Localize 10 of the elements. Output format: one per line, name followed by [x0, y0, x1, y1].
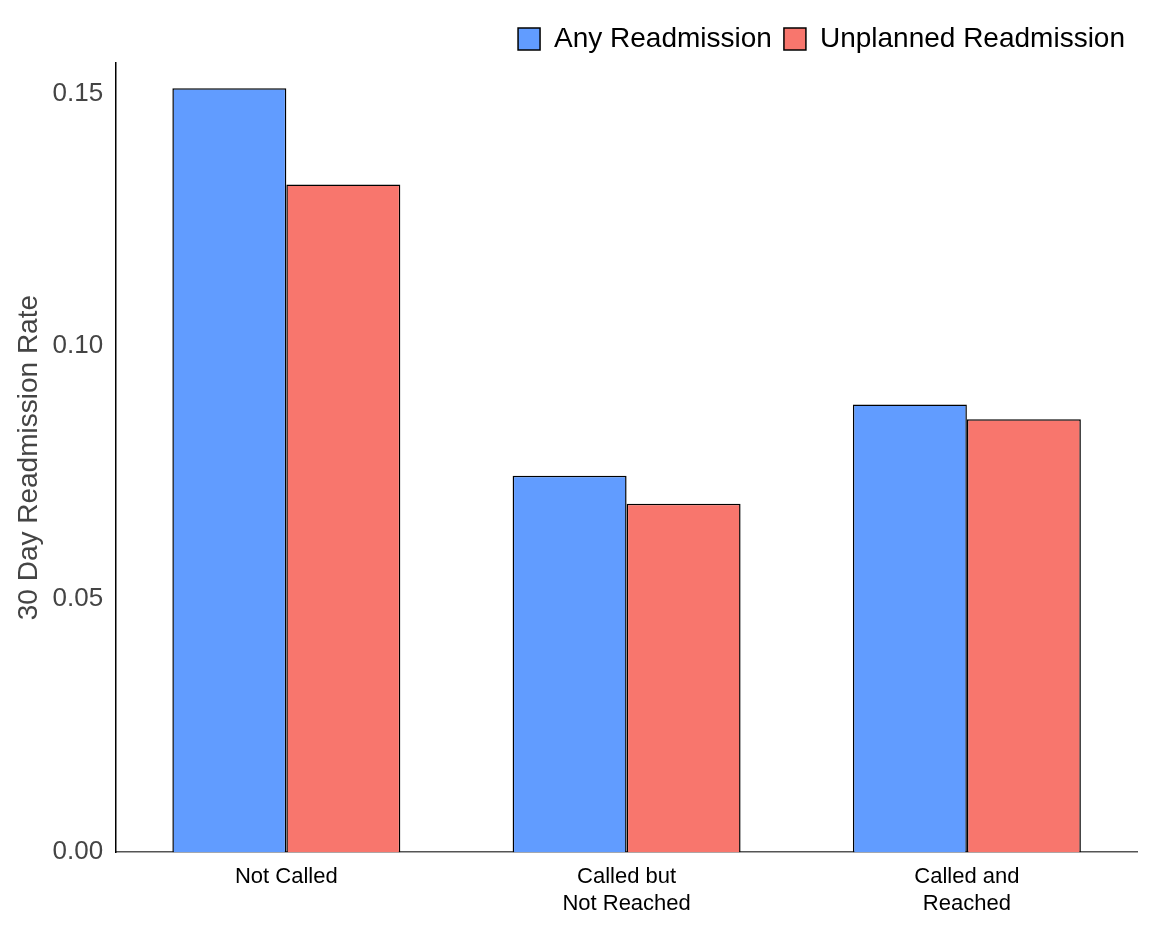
y-tick-label: 0.15 [52, 76, 104, 107]
y-axis-title: 30 Day Readmission Rate [11, 294, 43, 621]
y-tick-label: 0.10 [52, 329, 104, 360]
y-tick-label: 0.05 [52, 582, 104, 613]
y-tick-label: 0.00 [52, 835, 104, 866]
legend-label: Any Readmission [554, 21, 772, 53]
legend-label: Unplanned Readmission [819, 21, 1125, 53]
x-tick-label: Called but Not Reached [562, 863, 691, 915]
x-tick-label: Not Called [234, 863, 338, 889]
x-tick-label: Called and Reached [914, 863, 1020, 915]
